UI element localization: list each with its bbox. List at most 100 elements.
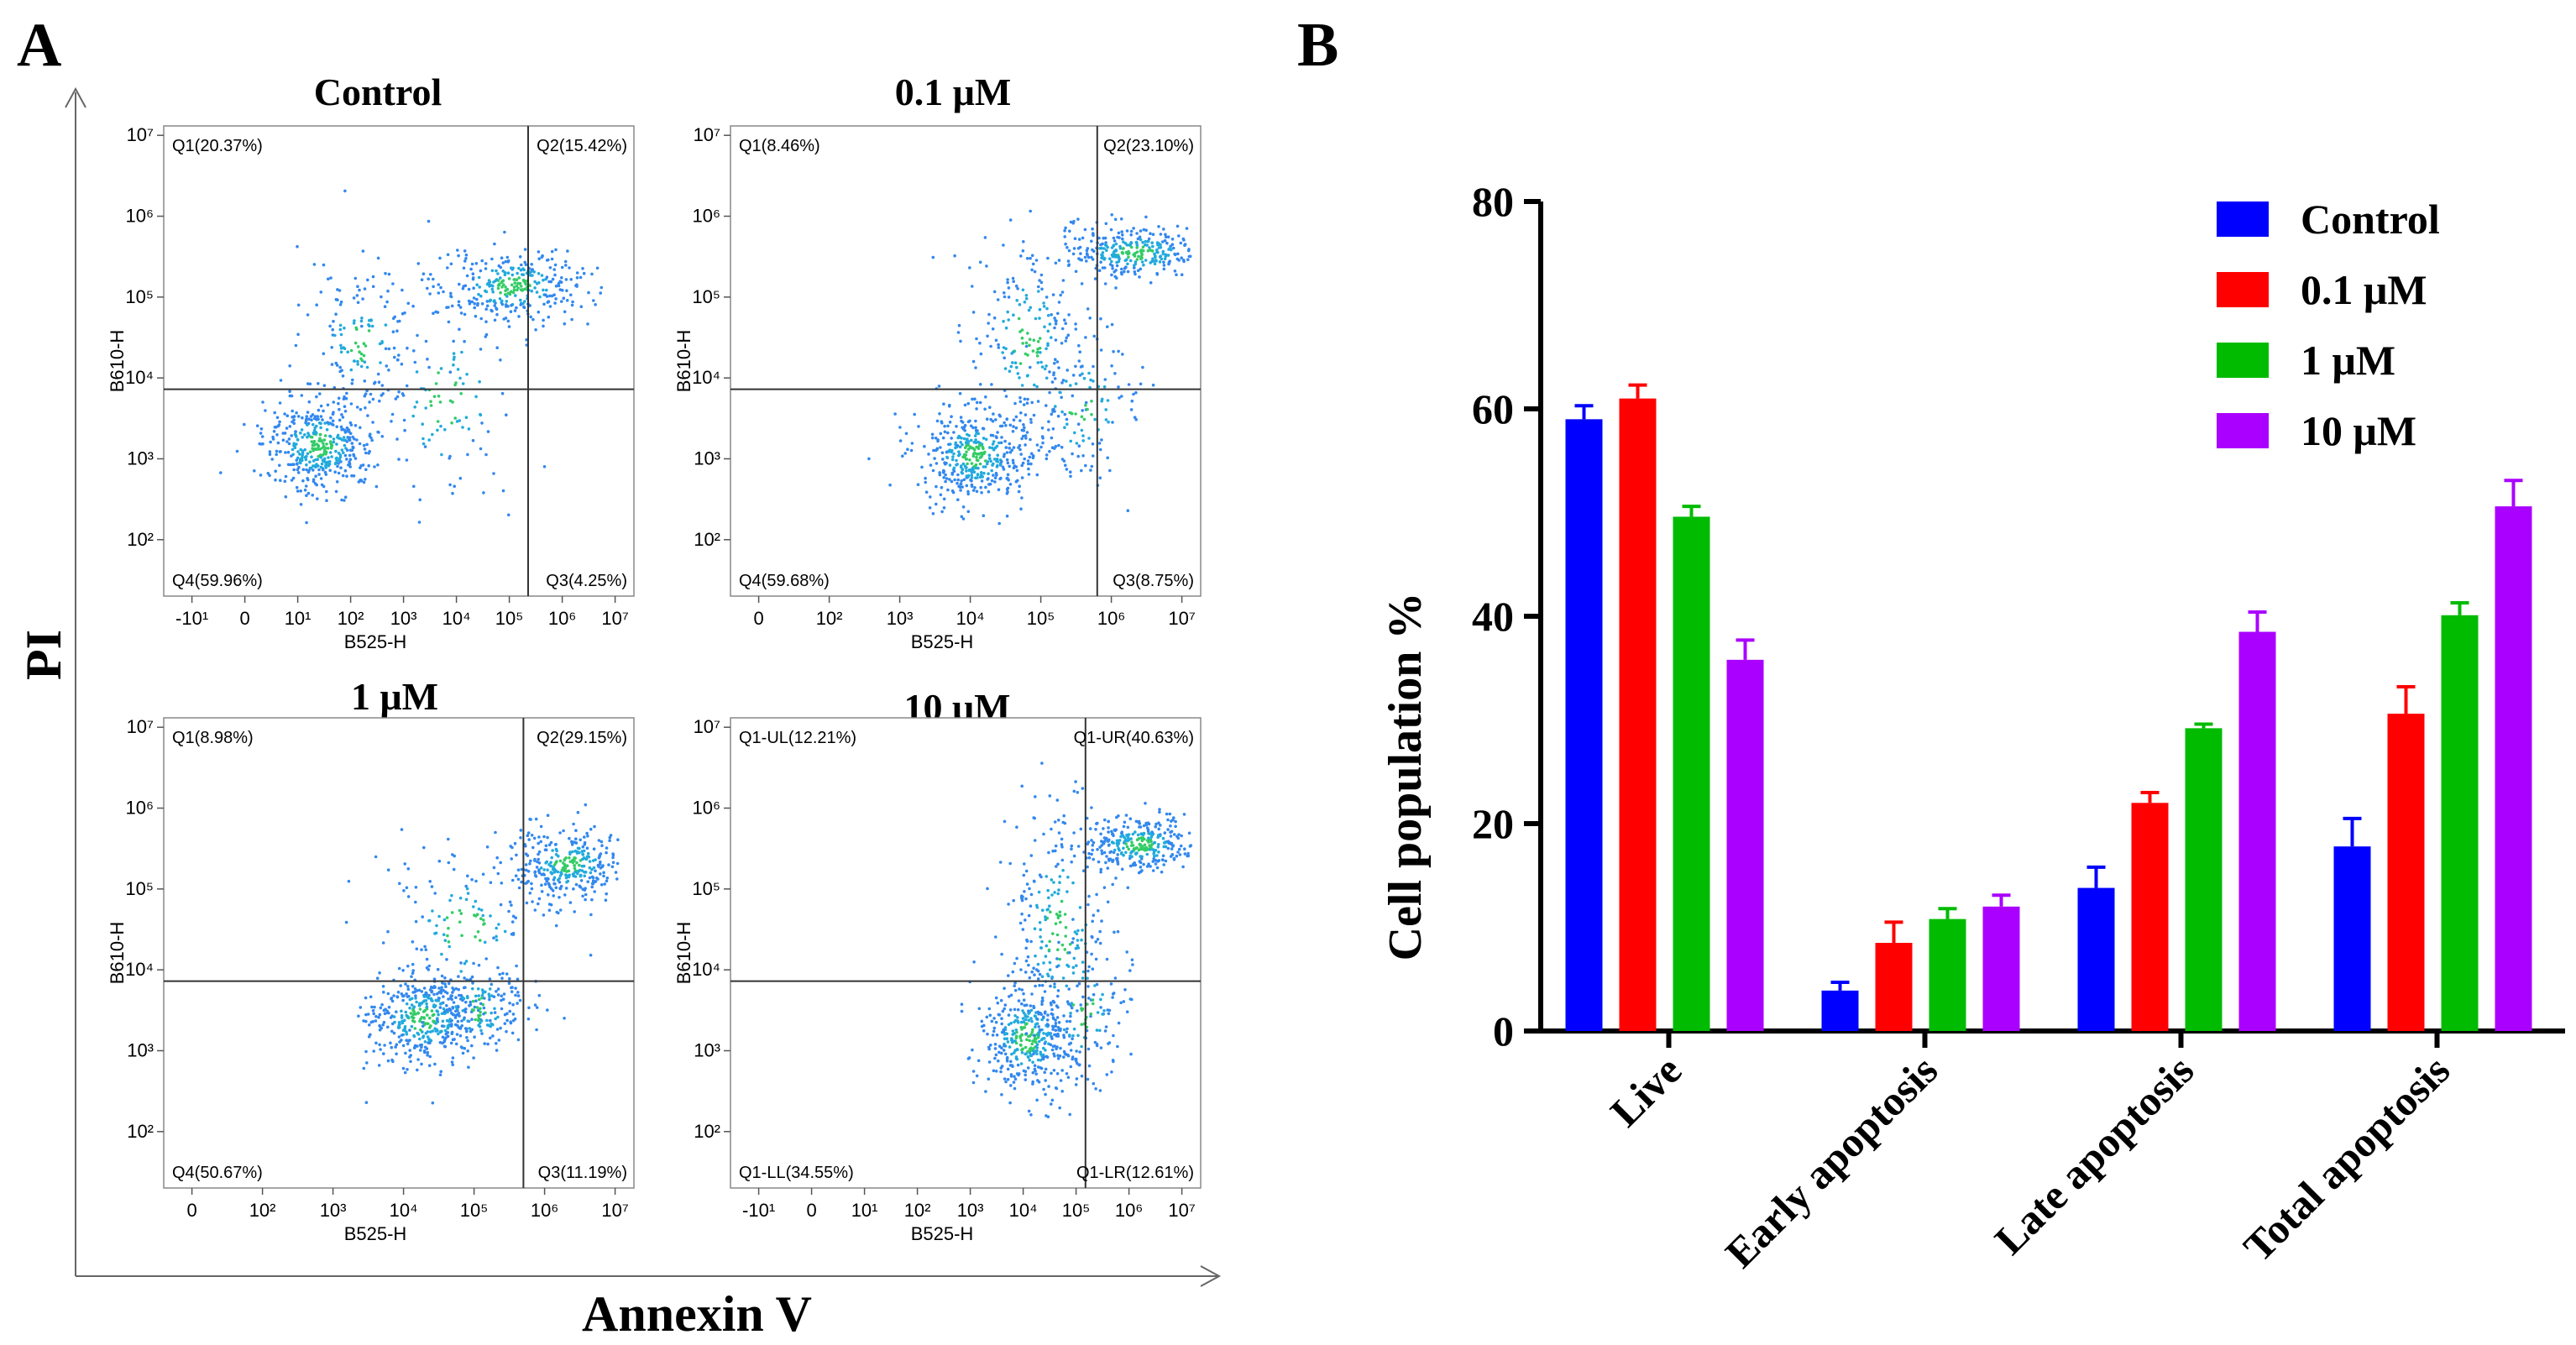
- event-dot: [967, 468, 971, 472]
- event-dot: [299, 432, 302, 435]
- event-dot: [353, 437, 356, 441]
- event-dot: [574, 829, 578, 832]
- event-dot: [370, 438, 374, 442]
- event-dot: [1034, 1040, 1037, 1044]
- event-dot: [1069, 1012, 1072, 1015]
- scatter-dots: [219, 189, 604, 525]
- event-dot: [437, 395, 441, 398]
- event-dot: [1092, 1002, 1095, 1006]
- event-dot: [1052, 373, 1055, 377]
- event-dot: [1150, 241, 1154, 245]
- event-dot: [331, 419, 335, 423]
- event-dot: [1080, 415, 1084, 419]
- event-dot: [1089, 468, 1092, 472]
- event-dot: [1108, 257, 1112, 261]
- event-dot: [1145, 243, 1149, 247]
- event-dot: [1063, 426, 1066, 430]
- event-dot: [343, 405, 347, 409]
- event-dot: [1028, 1039, 1031, 1043]
- event-dot: [1039, 1028, 1042, 1032]
- event-dot: [504, 285, 507, 289]
- event-dot: [386, 992, 390, 996]
- event-dot: [490, 1022, 493, 1026]
- event-dot: [316, 447, 320, 450]
- annexin-axis-label: Annexin V: [582, 1286, 812, 1342]
- event-dot: [985, 264, 988, 268]
- event-dot: [452, 1001, 456, 1004]
- event-dot: [599, 291, 602, 295]
- event-dot: [1014, 426, 1018, 430]
- event-dot: [935, 502, 938, 506]
- scatter-dots: [344, 803, 620, 1105]
- event-dot: [1141, 240, 1144, 244]
- event-dot: [549, 871, 552, 874]
- event-dot: [484, 320, 488, 324]
- event-dot: [1024, 1003, 1029, 1007]
- event-dot: [1011, 1029, 1015, 1033]
- event-dot: [500, 302, 505, 306]
- event-dot: [1091, 258, 1095, 261]
- event-dot: [517, 266, 521, 270]
- event-dot: [374, 1041, 378, 1045]
- event-dot: [332, 440, 336, 444]
- event-dot: [299, 461, 302, 465]
- event-dot: [1045, 404, 1048, 407]
- event-dot: [1175, 854, 1179, 858]
- event-dot: [992, 440, 996, 443]
- event-dot: [365, 1061, 369, 1065]
- event-dot: [1186, 258, 1190, 262]
- event-dot: [276, 441, 280, 445]
- event-dot: [496, 272, 500, 275]
- event-dot: [422, 999, 427, 1002]
- event-dot: [376, 463, 380, 467]
- event-dot: [507, 277, 511, 280]
- event-dot: [416, 333, 419, 338]
- event-dot: [508, 976, 511, 981]
- event-dot: [1080, 282, 1084, 285]
- event-dot: [1053, 1033, 1056, 1037]
- event-dot: [274, 469, 278, 473]
- event-dot: [479, 939, 482, 942]
- event-dot: [1102, 247, 1106, 250]
- event-dot: [1019, 411, 1023, 415]
- event-dot: [495, 934, 498, 939]
- event-dot: [274, 478, 277, 482]
- event-dot: [564, 278, 568, 281]
- event-dot: [978, 443, 982, 447]
- event-dot: [1118, 256, 1121, 260]
- x-tick-label: 10⁶: [531, 1200, 559, 1221]
- event-dot: [1011, 458, 1015, 463]
- event-dot: [1112, 244, 1115, 248]
- event-dot: [296, 303, 301, 307]
- event-dot: [386, 929, 390, 934]
- event-dot: [1117, 841, 1121, 845]
- event-dot: [560, 300, 563, 303]
- event-dot: [482, 1012, 485, 1016]
- event-dot: [335, 425, 339, 429]
- event-dot: [495, 269, 498, 273]
- event-dot: [386, 868, 390, 871]
- event-dot: [336, 464, 339, 468]
- event-dot: [975, 407, 978, 411]
- event-dot: [305, 521, 308, 525]
- event-dot: [1086, 903, 1090, 907]
- event-dot: [557, 284, 561, 288]
- event-dot: [532, 836, 537, 840]
- event-dot: [1053, 820, 1057, 824]
- event-dot: [1116, 862, 1120, 866]
- event-dot: [1031, 1070, 1035, 1075]
- event-dot: [443, 1028, 448, 1033]
- event-dot: [1024, 897, 1028, 901]
- event-dot: [579, 859, 583, 862]
- event-dot: [423, 945, 427, 949]
- event-dot: [535, 866, 539, 869]
- event-dot: [1012, 350, 1015, 354]
- event-dot: [1048, 1033, 1052, 1036]
- event-dot: [1031, 456, 1035, 459]
- event-dot: [458, 376, 462, 380]
- event-dot: [910, 442, 914, 445]
- event-dot: [537, 850, 542, 854]
- event-dot: [1059, 1027, 1062, 1031]
- event-dot: [525, 901, 529, 905]
